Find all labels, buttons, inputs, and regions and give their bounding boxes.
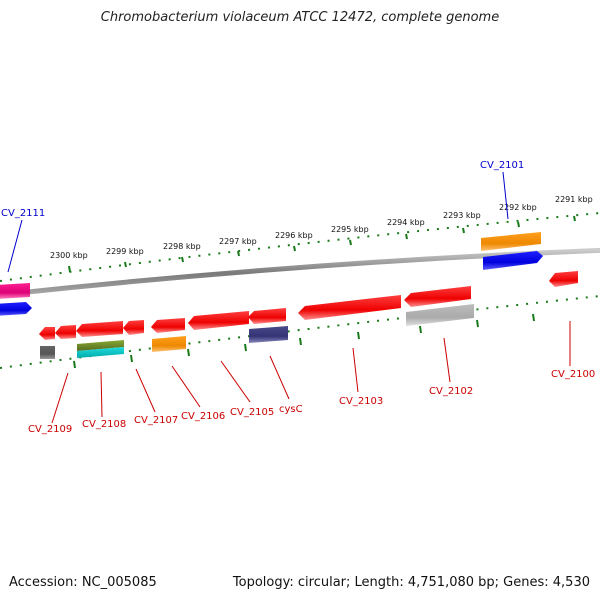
gene-label-cv-2102[interactable]: CV_2102 bbox=[429, 386, 473, 397]
gene-label-cysc[interactable]: cysC bbox=[279, 404, 303, 415]
gene-arrow[interactable] bbox=[483, 251, 543, 270]
genome-title: Chromobacterium violaceum ATCC 12472, co… bbox=[100, 10, 500, 25]
gene-label-cv-2100[interactable]: CV_2100 bbox=[551, 369, 595, 380]
gene-label-cv-2109[interactable]: CV_2109 bbox=[28, 424, 72, 435]
gene-label-cv-2111[interactable]: CV_2111 bbox=[1, 208, 45, 219]
gene-arrow[interactable] bbox=[0, 283, 30, 299]
gene-label-cv-2106[interactable]: CV_2106 bbox=[181, 411, 225, 422]
gene-label-cv-2105[interactable]: CV_2105 bbox=[230, 407, 274, 418]
scale-label: 2294 kbp bbox=[387, 218, 425, 227]
gene-arrow[interactable] bbox=[298, 295, 401, 320]
outer-scale-ruler bbox=[0, 212, 600, 282]
scale-label: 2291 kbp bbox=[555, 195, 593, 204]
inner-scale-ruler bbox=[0, 295, 600, 369]
gene-label-cv-2101[interactable]: CV_2101 bbox=[480, 160, 524, 171]
gene-arrow[interactable] bbox=[55, 325, 76, 339]
scale-label: 2299 kbp bbox=[106, 247, 144, 256]
label-leaders bbox=[7, 171, 571, 424]
gene-arrow[interactable] bbox=[151, 318, 185, 333]
gene-arrow[interactable] bbox=[123, 320, 144, 335]
gene-block[interactable] bbox=[152, 336, 186, 352]
scale-label: 2292 kbp bbox=[499, 203, 537, 212]
gene-arrow[interactable] bbox=[248, 308, 286, 324]
gene-block[interactable] bbox=[40, 346, 55, 359]
scale-label: 2297 kbp bbox=[219, 237, 257, 246]
gene-label-cv-2107[interactable]: CV_2107 bbox=[134, 415, 178, 426]
scale-label: 2293 kbp bbox=[443, 211, 481, 220]
gene-arrow[interactable] bbox=[404, 286, 471, 307]
gene-arrow[interactable] bbox=[549, 271, 578, 287]
scale-label: 2296 kbp bbox=[275, 231, 313, 240]
topology-text: Topology: circular; Length: 4,751,080 bp… bbox=[232, 575, 590, 590]
gene-block[interactable] bbox=[249, 326, 288, 343]
gene-arrow[interactable] bbox=[76, 321, 123, 337]
gene-arrow[interactable] bbox=[0, 302, 32, 316]
scale-label: 2300 kbp bbox=[50, 251, 88, 260]
scale-label: 2298 kbp bbox=[163, 242, 201, 251]
gene-block[interactable] bbox=[406, 304, 474, 326]
gene-arrow[interactable] bbox=[39, 327, 55, 340]
scale-label: 2295 kbp bbox=[331, 225, 369, 234]
gene-label-cv-2108[interactable]: CV_2108 bbox=[82, 419, 126, 430]
gene-block[interactable] bbox=[77, 340, 124, 351]
accession-text: Accession: NC_005085 bbox=[9, 575, 157, 590]
gene-arrow[interactable] bbox=[481, 232, 541, 251]
gene-arrow[interactable] bbox=[188, 311, 249, 330]
gene-block[interactable] bbox=[77, 347, 124, 358]
gene-label-cv-2103[interactable]: CV_2103 bbox=[339, 396, 383, 407]
